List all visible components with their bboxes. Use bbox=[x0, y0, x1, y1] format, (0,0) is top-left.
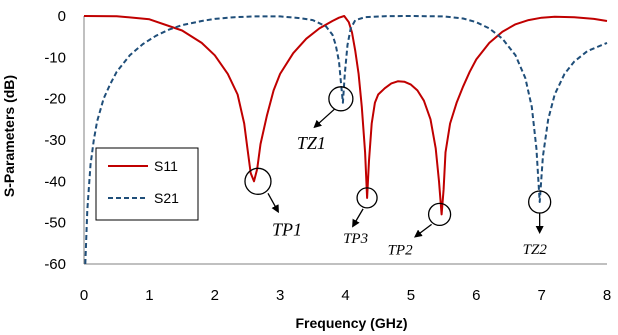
annotation-circle-tp1 bbox=[244, 167, 272, 195]
x-tick-label: 4 bbox=[341, 287, 349, 304]
series-layer bbox=[83, 15, 608, 265]
annotation-label-tz1: TZ1 bbox=[297, 133, 326, 153]
annotation-circle-tp3 bbox=[356, 187, 378, 209]
x-tick-label: 7 bbox=[537, 287, 545, 304]
annotation-label-tp1: TP1 bbox=[272, 219, 302, 239]
annotation-arrow-tz1 bbox=[313, 108, 336, 129]
x-axis-title: Frequency (GHz) bbox=[295, 315, 407, 331]
legend-box bbox=[95, 147, 199, 221]
legend: S11 S21 bbox=[95, 147, 199, 221]
tick-labels: 0 1 2 3 4 5 6 7 8 0 -10 -20 -30 -40 -50 -60 bbox=[44, 8, 611, 304]
legend-label-s11: S11 bbox=[154, 158, 178, 174]
x-tick-label: 1 bbox=[145, 287, 153, 304]
y-tick-label: -20 bbox=[44, 91, 66, 108]
annotation-circle-tp2 bbox=[427, 202, 452, 227]
y-axis-title: S-Parameters (dB) bbox=[1, 75, 17, 197]
axes bbox=[83, 16, 607, 265]
annotation-label-tp3: TP3 bbox=[343, 231, 368, 247]
annotation-label-tz2: TZ2 bbox=[523, 242, 548, 258]
annotation-arrow-tp1 bbox=[267, 193, 279, 214]
y-tick-label: -40 bbox=[44, 173, 66, 190]
x-tick-label: 0 bbox=[80, 287, 88, 304]
legend-label-s21: S21 bbox=[154, 190, 179, 206]
y-tick-label: 0 bbox=[58, 8, 66, 25]
x-tick-label: 6 bbox=[472, 287, 480, 304]
series-line-s21 bbox=[84, 15, 608, 265]
annotation-label-tp2: TP2 bbox=[388, 242, 414, 258]
series-line-s11 bbox=[83, 15, 608, 216]
annotation-circle-tz1 bbox=[328, 86, 354, 112]
y-tick-label: -60 bbox=[44, 256, 66, 273]
x-tick-label: 2 bbox=[211, 287, 219, 304]
annotation-layer: TP1 TZ1 TP3 TP2 TZ2 bbox=[244, 86, 552, 258]
x-tick-label: 3 bbox=[276, 287, 284, 304]
annotation-arrow-tp3 bbox=[352, 208, 364, 228]
y-tick-label: -10 bbox=[44, 49, 66, 66]
x-tick-label: 8 bbox=[603, 287, 611, 304]
annotation-arrow-tp2 bbox=[414, 223, 432, 238]
y-tick-label: -50 bbox=[44, 215, 66, 232]
x-tick-label: 5 bbox=[407, 287, 415, 304]
y-tick-label: -30 bbox=[44, 132, 66, 149]
